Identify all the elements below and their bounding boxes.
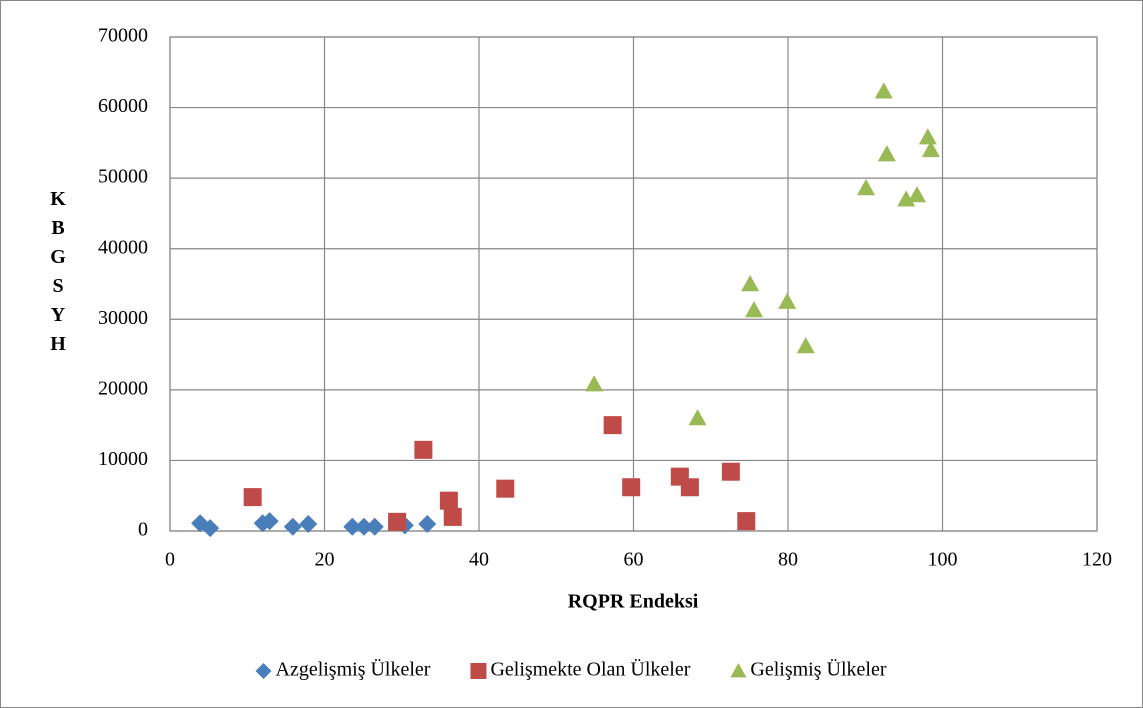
plot-border: [169, 36, 1098, 532]
legend-label: Azgelişmiş Ülkeler: [276, 658, 431, 681]
square-marker: [680, 478, 699, 497]
x-tick-label: 0: [165, 549, 175, 571]
triangle-marker: [921, 140, 940, 158]
x-tick-label: 40: [469, 549, 489, 571]
square-marker: [622, 478, 641, 497]
triangle-marker: [877, 145, 896, 162]
square-marker: [603, 416, 622, 435]
x-tick-label: 20: [315, 549, 335, 571]
triangle-marker: [730, 663, 747, 678]
diamond-marker: [365, 517, 384, 536]
triangle-marker: [874, 82, 893, 99]
triangle-marker: [745, 301, 764, 318]
x-tick-label: 80: [778, 549, 798, 571]
square-marker: [496, 479, 515, 498]
triangle-marker: [796, 337, 815, 354]
diamond-marker: [343, 517, 362, 536]
x-tick-label: 100: [928, 549, 958, 571]
legend-label: Gelişmiş Ülkeler: [750, 658, 886, 681]
diamond-marker: [299, 514, 318, 533]
diamond-marker: [354, 517, 373, 536]
triangle-marker: [688, 409, 707, 426]
square-marker: [737, 512, 756, 531]
x-tick-label: 60: [624, 549, 644, 571]
diamond-marker: [418, 514, 437, 533]
y-tick-label: 40000: [98, 236, 148, 258]
square-marker: [721, 462, 740, 481]
triangle-marker: [585, 375, 604, 392]
triangle-marker: [897, 190, 916, 207]
y-tick-label: 20000: [98, 377, 148, 399]
diamond-marker: [201, 519, 220, 538]
diamond-marker: [260, 512, 279, 531]
triangle-marker: [778, 292, 797, 309]
triangle-marker: [857, 179, 876, 196]
y-tick-label: 0: [138, 519, 148, 541]
x-axis-label: RQPR Endeksi: [568, 591, 699, 613]
triangle-marker: [741, 275, 760, 292]
square-marker: [414, 440, 433, 459]
y-tick-label: 10000: [98, 448, 148, 470]
triangle-marker: [918, 128, 937, 145]
square-marker: [439, 491, 458, 510]
x-tick-label: 120: [1082, 549, 1112, 571]
square-marker: [243, 488, 262, 507]
triangle-marker: [908, 186, 927, 203]
diamond-marker: [283, 517, 302, 536]
y-tick-label: 30000: [98, 307, 148, 329]
y-axis-label: KBGSYH: [47, 188, 69, 362]
square-marker: [388, 512, 407, 531]
diamond-marker: [255, 663, 272, 679]
square-marker: [470, 663, 487, 679]
legend-label: Gelişmekte Olan Ülkeler: [490, 658, 690, 681]
y-tick-label: 60000: [98, 95, 148, 117]
y-tick-label: 50000: [98, 166, 148, 188]
square-marker: [443, 507, 462, 526]
y-tick-label: 70000: [98, 25, 148, 47]
